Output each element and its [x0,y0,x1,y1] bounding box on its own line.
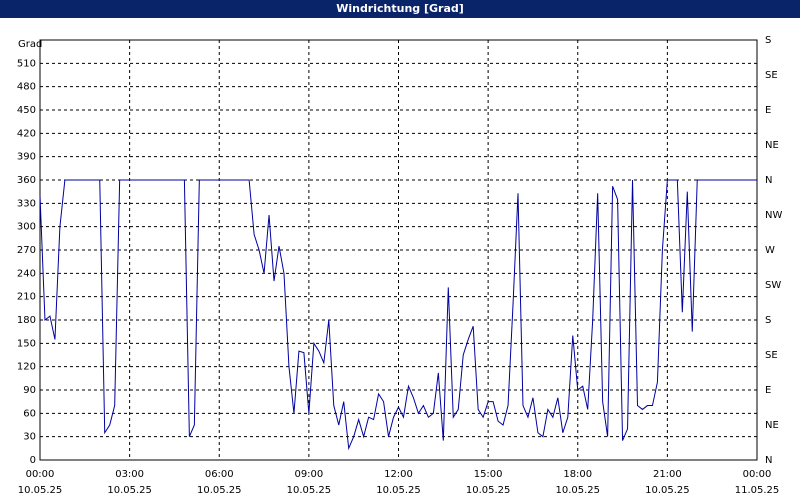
y-tick-label: 300 [17,222,36,233]
y2-tick-label: SE [765,350,778,361]
y-tick-label: 450 [17,105,36,116]
x-tick-date: 10.05.25 [197,485,242,496]
y-tick-label: 480 [17,82,36,93]
x-tick-label: 21:00 [653,469,682,480]
y2-tick-label: S [765,35,771,46]
y2-tick-label: S [765,315,771,326]
x-tick-label: 15:00 [474,469,503,480]
y-tick-label: 0 [30,455,36,466]
plot-border [39,39,758,461]
y2-tick-label: NW [765,210,782,221]
y-tick-label: 90 [23,385,36,396]
y-tick-label: 30 [23,432,36,443]
x-tick-date: 10.05.25 [645,485,690,496]
y-tick-label: 270 [17,245,36,256]
x-tick-date: 10.05.25 [18,485,63,496]
y-tick-label: 390 [17,152,36,163]
y-tick-label: 60 [23,408,36,419]
y2-tick-label: N [765,455,772,466]
y2-tick-label: E [765,105,771,116]
x-tick-date: 10.05.25 [555,485,600,496]
x-tick-label: 18:00 [563,469,592,480]
x-tick-label: 00:00 [26,469,55,480]
x-tick-date: 10.05.25 [287,485,332,496]
x-tick-label: 00:00 [743,469,772,480]
y2-tick-label: N [765,175,772,186]
y2-tick-label: SE [765,70,778,81]
y-tick-label: 150 [17,338,36,349]
data-line [39,179,757,451]
y-tick-label: 180 [17,315,36,326]
y-tick-label: 510 [17,58,36,69]
y-tick-label: 360 [17,175,36,186]
y-tick-label: 240 [17,268,36,279]
y2-tick-label: W [765,245,775,256]
x-tick-date: 10.05.25 [107,485,152,496]
y2-tick-label: NE [765,420,779,431]
x-tick-label: 09:00 [294,469,323,480]
y2-tick-label: E [765,385,771,396]
x-tick-label: 12:00 [384,469,413,480]
x-tick-label: 06:00 [205,469,234,480]
chart: Grad 0 30 60 90 120 150 180 210 240 270 300 330 360 39… [17,35,783,496]
y2-tick-label: NE [765,140,779,151]
y-tick-label: 330 [17,198,36,209]
y2-tick-label: SW [765,280,781,291]
x-tick-date: 10.05.25 [376,485,421,496]
x-tick-date: 10.05.25 [466,485,511,496]
x-tick-label: 03:00 [115,469,144,480]
x-tick-date: 11.05.25 [735,485,780,496]
y-axis-label: Grad [18,39,42,50]
y-tick-label: 210 [17,292,36,303]
title-bar: Windrichtung [Grad] [0,0,800,18]
y-tick-label: 420 [17,128,36,139]
y-tick-label: 120 [17,362,36,373]
